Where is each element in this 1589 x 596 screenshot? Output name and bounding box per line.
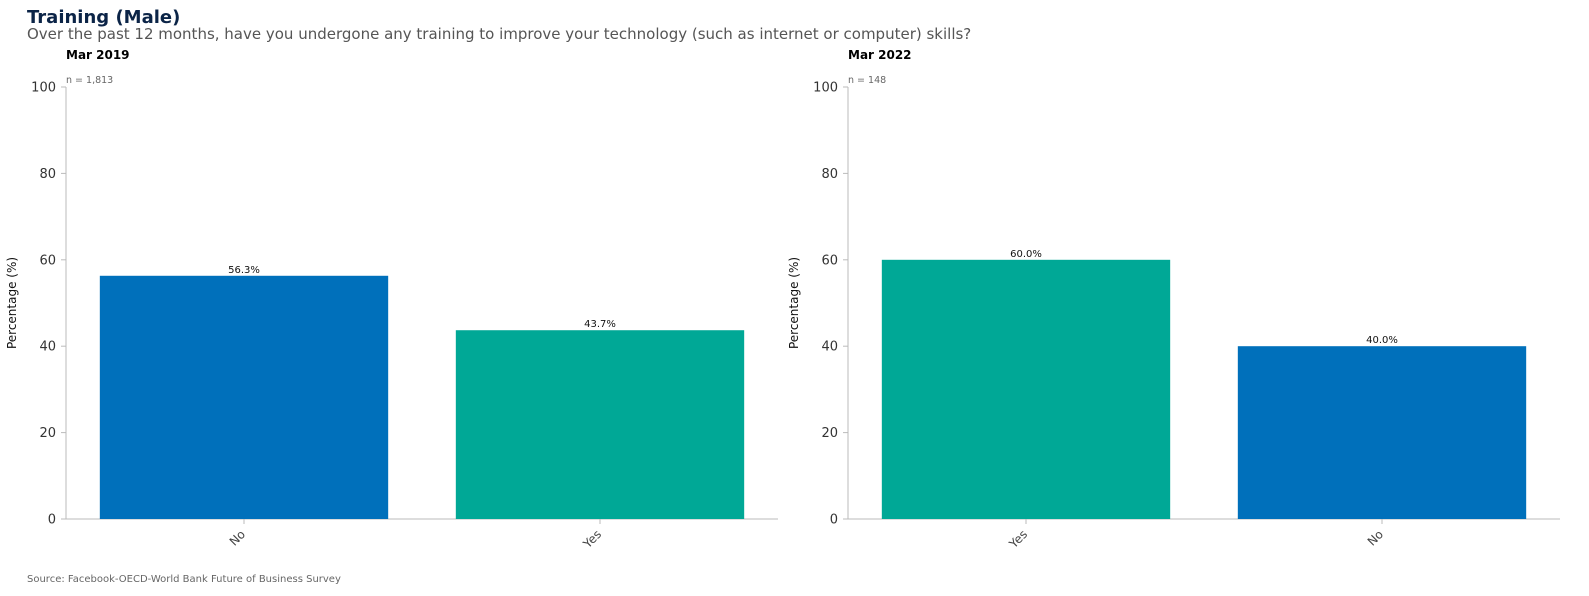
bar-value-label: 40.0% xyxy=(1366,335,1398,346)
sample-size-label: n = 1,813 xyxy=(66,75,113,86)
y-axis-label: Percentage (%) xyxy=(787,257,801,349)
bar-value-label: 56.3% xyxy=(228,265,260,276)
bar-no xyxy=(1237,346,1527,519)
sample-size-label: n = 148 xyxy=(848,75,886,86)
panel-title: Mar 2019 xyxy=(66,48,130,62)
page-title: Training (Male) xyxy=(27,7,181,28)
x-tick-label: Yes xyxy=(580,527,604,551)
page-subtitle: Over the past 12 months, have you underg… xyxy=(27,25,972,43)
bar-yes xyxy=(455,330,745,519)
x-tick-label: Yes xyxy=(1006,527,1030,551)
bar-value-label: 60.0% xyxy=(1010,249,1042,260)
y-tick-label: 100 xyxy=(813,81,838,96)
bar-yes xyxy=(881,259,1171,519)
y-tick-label: 80 xyxy=(821,167,838,182)
y-tick-label: 40 xyxy=(39,340,56,355)
y-tick-label: 0 xyxy=(830,513,838,528)
y-tick-label: 80 xyxy=(39,167,56,182)
x-tick-label: No xyxy=(227,527,248,548)
y-tick-label: 0 xyxy=(48,513,56,528)
bar-value-label: 43.7% xyxy=(584,319,616,330)
bar-no xyxy=(99,275,389,519)
y-tick-label: 100 xyxy=(31,81,56,96)
source-note: Source: Facebook-OECD-World Bank Future … xyxy=(27,574,341,585)
y-tick-label: 20 xyxy=(39,426,56,441)
y-tick-label: 60 xyxy=(39,253,56,268)
y-tick-label: 40 xyxy=(821,340,838,355)
y-tick-label: 20 xyxy=(821,426,838,441)
y-axis-label: Percentage (%) xyxy=(5,257,19,349)
y-tick-label: 60 xyxy=(821,253,838,268)
panel-title: Mar 2022 xyxy=(848,48,912,62)
x-tick-label: No xyxy=(1365,527,1386,548)
